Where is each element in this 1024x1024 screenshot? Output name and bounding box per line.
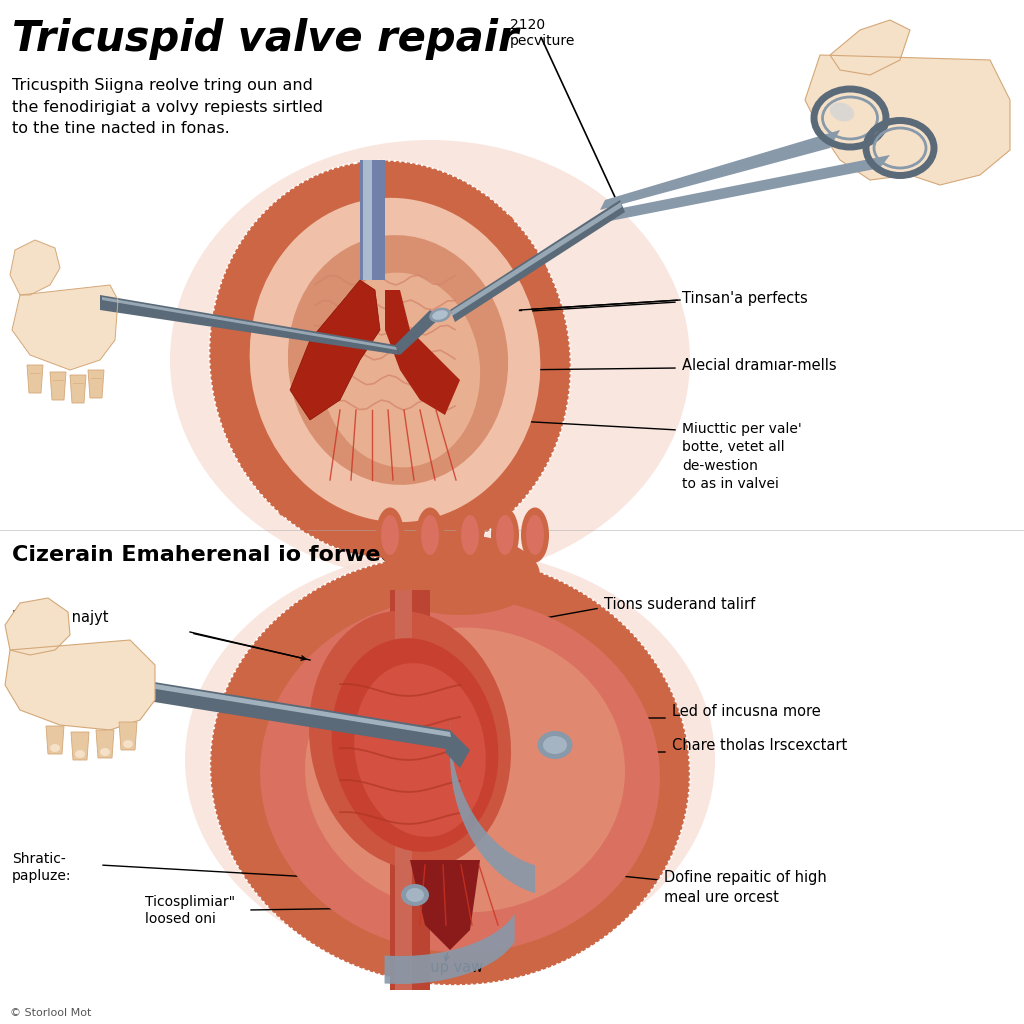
Ellipse shape [521, 508, 549, 562]
Polygon shape [450, 200, 625, 322]
Text: Led of incusna more: Led of incusna more [672, 705, 821, 720]
Polygon shape [70, 375, 86, 403]
Polygon shape [605, 155, 890, 222]
Polygon shape [395, 590, 412, 990]
Text: Chare tholas lrscexctart: Chare tholas lrscexctart [672, 738, 847, 754]
Ellipse shape [332, 638, 499, 852]
Ellipse shape [305, 628, 625, 912]
Ellipse shape [209, 161, 570, 559]
Polygon shape [5, 598, 70, 655]
Ellipse shape [381, 515, 399, 555]
Polygon shape [830, 20, 910, 75]
Polygon shape [46, 726, 63, 754]
Polygon shape [390, 590, 430, 990]
Polygon shape [290, 280, 380, 420]
Polygon shape [100, 295, 400, 355]
Ellipse shape [376, 508, 404, 562]
Ellipse shape [309, 610, 511, 869]
Ellipse shape [416, 508, 444, 562]
Ellipse shape [829, 102, 854, 122]
Polygon shape [119, 722, 137, 750]
Ellipse shape [490, 508, 519, 562]
Polygon shape [805, 55, 1010, 185]
Ellipse shape [380, 535, 540, 615]
Ellipse shape [429, 307, 451, 323]
Ellipse shape [406, 888, 424, 902]
Ellipse shape [319, 272, 480, 467]
Polygon shape [385, 290, 460, 415]
Ellipse shape [50, 744, 60, 752]
Polygon shape [50, 372, 66, 400]
Polygon shape [445, 730, 470, 768]
Ellipse shape [100, 748, 110, 756]
Ellipse shape [461, 515, 479, 555]
Text: Tricuspith Siigna reolve tring oun and
the fenodirigiat a volvy repiests sirtled: Tricuspith Siigna reolve tring oun and t… [12, 78, 323, 136]
Polygon shape [102, 297, 397, 350]
Ellipse shape [170, 140, 690, 580]
Ellipse shape [123, 740, 133, 748]
Text: Tions suderand talirf: Tions suderand talirf [604, 597, 756, 612]
Polygon shape [10, 240, 60, 295]
Ellipse shape [354, 664, 485, 837]
Polygon shape [600, 130, 840, 210]
Polygon shape [27, 365, 43, 393]
Polygon shape [12, 285, 118, 370]
Polygon shape [96, 730, 114, 758]
Text: © Storlool Mot: © Storlool Mot [10, 1008, 91, 1018]
Ellipse shape [526, 515, 544, 555]
Text: Ticosplimiar"
loosed oni: Ticosplimiar" loosed oni [145, 895, 236, 927]
Polygon shape [82, 672, 451, 737]
Ellipse shape [288, 236, 508, 485]
Text: Alecial dramıar-mells: Alecial dramıar-mells [682, 358, 837, 374]
Ellipse shape [260, 597, 659, 952]
Ellipse shape [496, 515, 514, 555]
Text: 2120
pecviture: 2120 pecviture [510, 18, 575, 48]
Text: Docatic najyt: Docatic najyt [12, 610, 109, 625]
Ellipse shape [210, 555, 690, 985]
Ellipse shape [185, 550, 715, 970]
Ellipse shape [456, 508, 484, 562]
Ellipse shape [75, 750, 85, 758]
Ellipse shape [401, 884, 429, 906]
Polygon shape [88, 370, 104, 398]
Text: Corup vaw: Corup vaw [406, 961, 483, 975]
Polygon shape [395, 310, 440, 355]
Polygon shape [71, 732, 89, 760]
Text: Miucttic per vale'
botte, vetet all
de-westion
to as in valvei: Miucttic per vale' botte, vetet all de-w… [682, 422, 802, 492]
Text: Tinsan'a perfects: Tinsan'a perfects [682, 291, 808, 305]
Ellipse shape [250, 198, 541, 522]
Text: Cizerain Emaherenal io forwed: Cizerain Emaherenal io forwed [12, 545, 396, 565]
Ellipse shape [538, 731, 572, 759]
Text: Tricuspid valve repair: Tricuspid valve repair [12, 18, 518, 60]
Text: Dofine repaitic of high
meal ure orcest: Dofine repaitic of high meal ure orcest [664, 870, 826, 905]
Text: Shratic-
papluze:: Shratic- papluze: [12, 852, 72, 884]
Ellipse shape [543, 736, 567, 754]
Ellipse shape [432, 310, 447, 319]
Ellipse shape [421, 515, 439, 555]
Polygon shape [80, 670, 452, 750]
Polygon shape [451, 202, 622, 316]
Polygon shape [360, 160, 385, 280]
Polygon shape [362, 160, 372, 280]
Polygon shape [410, 860, 480, 950]
Polygon shape [5, 640, 155, 730]
